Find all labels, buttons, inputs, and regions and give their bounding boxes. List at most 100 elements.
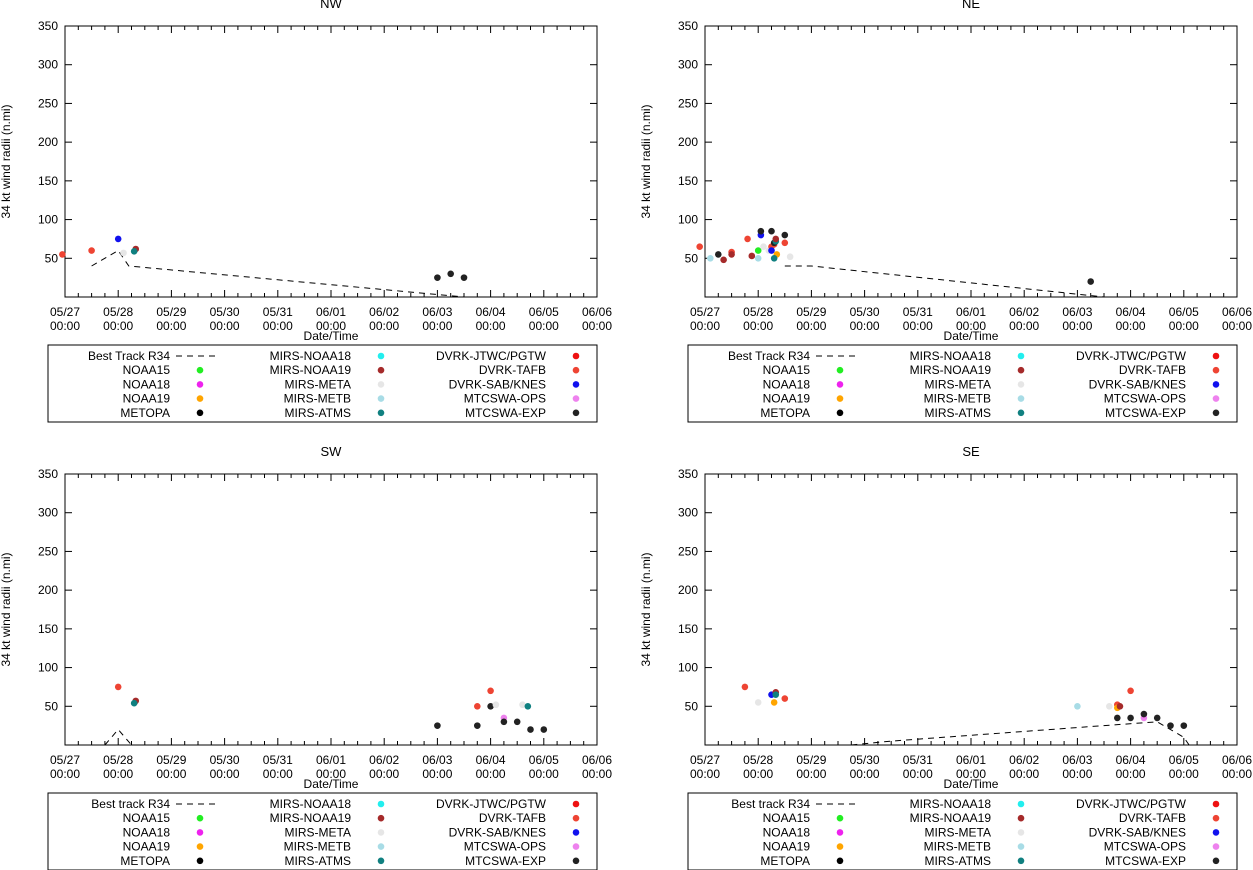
data-point bbox=[754, 254, 762, 262]
data-point bbox=[434, 274, 441, 281]
legend-label: Best Track R34 bbox=[728, 349, 810, 363]
legend-label: NOAA18 bbox=[123, 377, 171, 391]
y-tick-label: 50 bbox=[685, 699, 699, 713]
y-tick-label: 250 bbox=[38, 544, 58, 558]
y-tick-label: 300 bbox=[678, 506, 698, 520]
data-point bbox=[88, 247, 95, 254]
data-point bbox=[487, 702, 494, 710]
data-point bbox=[460, 274, 468, 281]
legend-swatch bbox=[1212, 395, 1220, 402]
data-point bbox=[770, 699, 778, 706]
data-point bbox=[130, 699, 138, 707]
plot-frame bbox=[704, 473, 1238, 746]
data-point bbox=[786, 253, 794, 261]
x-tick-time: 00:00 bbox=[1116, 319, 1146, 333]
legend-label: MIRS-ATMS bbox=[925, 854, 991, 868]
legend-label: MIRS-METB bbox=[284, 392, 351, 406]
x-tick-date: 06/02 bbox=[369, 305, 399, 319]
x-tick-date: 05/30 bbox=[210, 753, 240, 767]
legend-label: METOPA bbox=[120, 406, 170, 420]
legend-label: NOAA19 bbox=[123, 392, 171, 406]
legend-label: NOAA18 bbox=[763, 825, 811, 839]
data-point bbox=[1167, 722, 1174, 729]
legend-swatch bbox=[836, 409, 844, 417]
legend-label: DVRK-JTWC/PGTW bbox=[436, 349, 547, 363]
legend-label: MTCSWA-OPS bbox=[1104, 392, 1186, 406]
y-tick-label: 200 bbox=[38, 583, 58, 597]
y-tick-label: 100 bbox=[38, 661, 58, 675]
legend-swatch bbox=[1017, 843, 1025, 850]
data-point bbox=[696, 243, 703, 250]
x-tick-date: 05/29 bbox=[156, 305, 186, 319]
data-point bbox=[114, 683, 122, 691]
data-point bbox=[1114, 714, 1121, 722]
legend-label: MIRS-NOAA19 bbox=[910, 363, 992, 377]
chart-title: NE bbox=[962, 0, 980, 11]
data-point bbox=[781, 695, 789, 702]
legend-swatch bbox=[196, 409, 204, 417]
legend-swatch bbox=[836, 381, 844, 388]
legend-swatch bbox=[572, 381, 580, 388]
legend-frame bbox=[687, 344, 1238, 423]
x-tick-time: 00:00 bbox=[422, 767, 452, 781]
y-tick-label: 350 bbox=[38, 19, 58, 33]
x-tick-time: 00:00 bbox=[690, 767, 720, 781]
legend-swatch bbox=[377, 381, 385, 388]
y-axis-label: 34 kt wind radii (n.mi) bbox=[0, 552, 13, 666]
legend-label: NOAA19 bbox=[123, 840, 171, 854]
x-tick-time: 00:00 bbox=[796, 767, 826, 781]
legend-swatch bbox=[836, 857, 844, 865]
legend-swatch bbox=[1212, 381, 1220, 388]
x-axis-label: Date/Time bbox=[944, 329, 999, 343]
y-tick-label: 150 bbox=[38, 174, 58, 188]
legend-label: NOAA15 bbox=[763, 811, 811, 825]
legend-swatch bbox=[1017, 800, 1025, 808]
legend-swatch bbox=[572, 800, 580, 808]
y-axis-label: 34 kt wind radii (n.mi) bbox=[639, 104, 653, 218]
data-point bbox=[1153, 714, 1161, 722]
best-track-line bbox=[104, 728, 132, 746]
x-tick-date: 05/27 bbox=[690, 753, 720, 767]
x-tick-time: 00:00 bbox=[1009, 767, 1039, 781]
x-tick-time: 00:00 bbox=[1062, 767, 1092, 781]
x-tick-time: 00:00 bbox=[743, 767, 773, 781]
x-tick-time: 00:00 bbox=[1169, 319, 1199, 333]
legend-label: MIRS-NOAA18 bbox=[270, 349, 352, 363]
data-point bbox=[781, 231, 789, 239]
legend-swatch bbox=[1017, 409, 1025, 417]
y-tick-label: 200 bbox=[38, 135, 58, 149]
legend-swatch bbox=[1017, 366, 1025, 374]
x-tick-date: 05/31 bbox=[903, 305, 933, 319]
x-tick-date: 06/05 bbox=[529, 753, 559, 767]
y-tick-label: 150 bbox=[678, 622, 698, 636]
legend-label: MTCSWA-EXP bbox=[1105, 854, 1186, 868]
legend-swatch bbox=[196, 366, 204, 374]
x-tick-time: 00:00 bbox=[210, 767, 240, 781]
x-tick-date: 06/03 bbox=[422, 305, 452, 319]
legend-swatch bbox=[1017, 829, 1025, 836]
legend-swatch bbox=[377, 352, 385, 360]
x-tick-time: 00:00 bbox=[903, 767, 933, 781]
legend-swatch bbox=[836, 843, 844, 850]
x-tick-time: 00:00 bbox=[369, 767, 399, 781]
legend-label: Best track R34 bbox=[731, 797, 810, 811]
plot-frame bbox=[64, 25, 598, 298]
best-track-line bbox=[851, 721, 1190, 746]
legend-swatch bbox=[1212, 352, 1220, 360]
legend-swatch bbox=[377, 800, 385, 808]
y-tick-label: 300 bbox=[38, 506, 58, 520]
y-tick-label: 350 bbox=[38, 467, 58, 481]
data-point bbox=[781, 239, 789, 247]
x-axis-label: Date/Time bbox=[304, 777, 359, 791]
legend-frame bbox=[47, 344, 598, 423]
x-tick-date: 05/30 bbox=[850, 305, 880, 319]
x-tick-time: 00:00 bbox=[956, 319, 986, 333]
x-tick-date: 05/31 bbox=[263, 753, 293, 767]
legend-swatch bbox=[572, 409, 580, 417]
legend-nw: Best Track R34 MIRS-NOAA18 DVRK-JTWC/PGTW N… bbox=[47, 344, 598, 423]
x-tick-date: 06/06 bbox=[1222, 753, 1252, 767]
legend-swatch bbox=[572, 352, 580, 360]
y-tick-label: 250 bbox=[38, 96, 58, 110]
legend-swatch bbox=[1017, 352, 1025, 360]
x-tick-date: 06/03 bbox=[422, 753, 452, 767]
